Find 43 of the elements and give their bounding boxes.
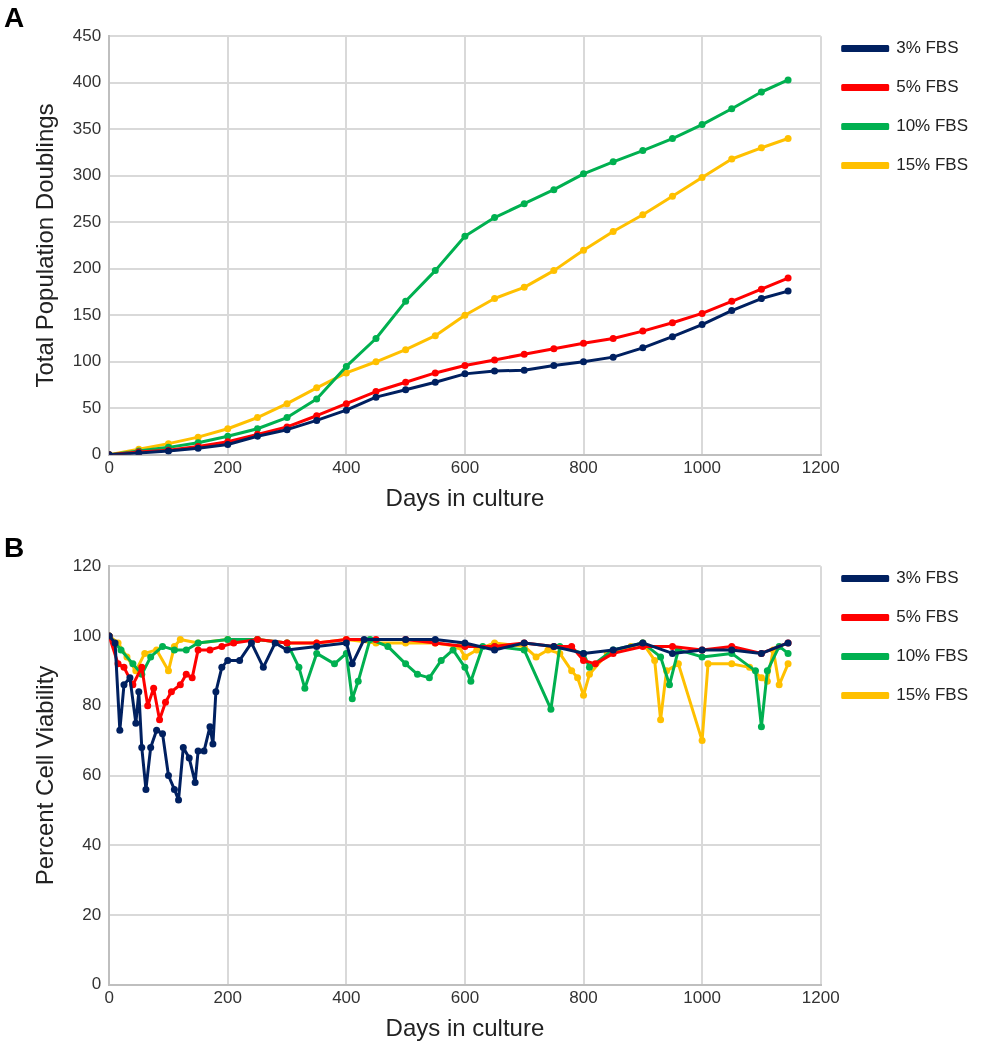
x-tick-label: 200: [213, 987, 242, 1007]
x-tick-label: 800: [569, 987, 598, 1007]
y-tick-label: 400: [72, 72, 102, 92]
x-tick-label: 400: [332, 457, 361, 477]
legend-label: 15% FBS: [896, 155, 968, 175]
y-tick-label: 100: [72, 351, 102, 371]
y-tick-label: 150: [72, 304, 102, 324]
y-tick-label: 20: [82, 904, 102, 924]
x-tick-label: 1000: [683, 987, 722, 1007]
x-tick-label: 1000: [683, 457, 722, 477]
x-tick-label: 1200: [801, 457, 840, 477]
legend-label: 10% FBS: [896, 646, 968, 666]
x-tick-label: 600: [450, 457, 480, 477]
y-tick-label: 100: [72, 625, 102, 645]
y-tick-label: 0: [91, 444, 102, 464]
x-tick-label: 1200: [801, 987, 840, 1007]
y-tick-label: 250: [72, 211, 102, 231]
x-tick-label: 600: [450, 987, 480, 1007]
y-tick-label: 200: [72, 258, 102, 278]
y-tick-label: 450: [72, 25, 102, 45]
x-tick-label: 400: [332, 987, 361, 1007]
y-tick-label: 60: [82, 765, 102, 785]
x-axis-title: Days in culture: [385, 484, 545, 512]
legend-label: 10% FBS: [896, 116, 968, 136]
x-tick-label: 200: [213, 457, 242, 477]
x-axis-title: Days in culture: [385, 1014, 545, 1042]
text: B: [4, 532, 25, 564]
y-tick-label: 300: [72, 165, 102, 185]
x-tick-label: 800: [569, 457, 598, 477]
y-tick-label: 50: [82, 397, 102, 417]
legend-label: 5% FBS: [896, 77, 959, 97]
y-tick-label: 40: [82, 834, 102, 854]
legend-label: 3% FBS: [896, 38, 959, 58]
y-tick-label: 350: [72, 118, 102, 138]
legend-label: 15% FBS: [896, 685, 968, 705]
y-axis-title: Percent Cell Viability: [31, 665, 59, 886]
y-tick-label: 80: [82, 695, 102, 715]
y-tick-label: 0: [91, 974, 102, 994]
y-axis-title: Total Population Doublings: [31, 103, 59, 388]
legend-label: 5% FBS: [896, 607, 959, 627]
text: A: [4, 2, 25, 34]
legend-label: 3% FBS: [896, 568, 959, 588]
y-tick-label: 120: [72, 555, 102, 575]
